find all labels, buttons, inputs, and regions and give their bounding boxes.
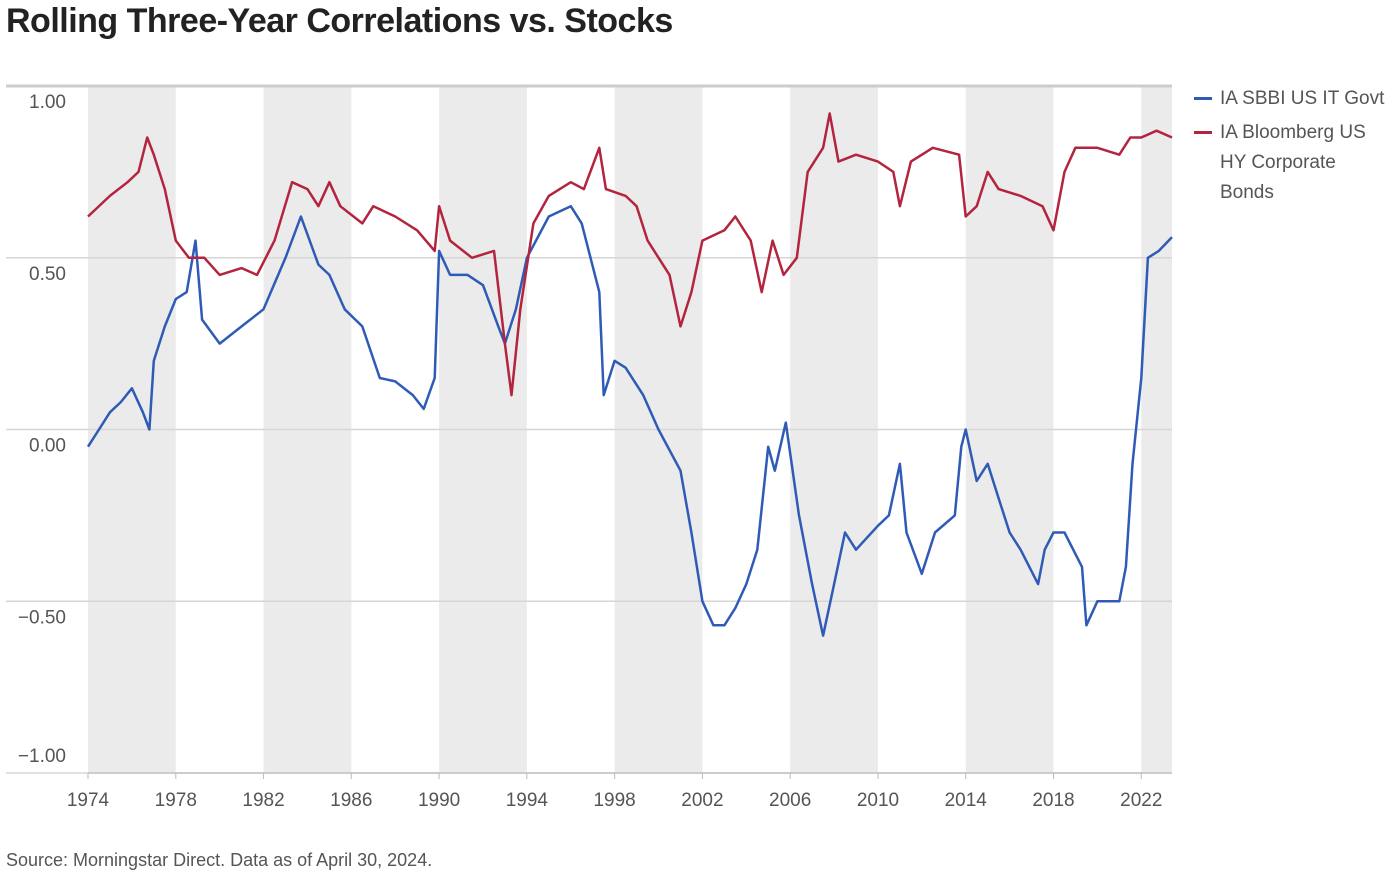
legend-swatch <box>1194 131 1212 134</box>
x-tick-label: 2022 <box>1120 790 1162 811</box>
x-tick-label: 2006 <box>769 790 811 811</box>
x-tick-label: 1998 <box>593 790 635 811</box>
x-tick-label: 1990 <box>418 790 460 811</box>
y-tick-label: −1.00 <box>18 746 66 767</box>
legend-label: IA SBBI US IT Govt <box>1220 88 1385 109</box>
source-note: Source: Morningstar Direct. Data as of A… <box>6 850 433 870</box>
x-tick-label: 2010 <box>857 790 899 811</box>
legend-item: IA Bloomberg US HY Corporate Bonds <box>1194 118 1390 208</box>
x-tick-label: 1974 <box>67 790 110 811</box>
series-line <box>86 204 1173 637</box>
y-tick-label: 0.50 <box>29 264 66 285</box>
x-tick-label: 1982 <box>242 790 284 811</box>
x-tick-label: 1986 <box>330 790 372 811</box>
legend-label: IA Bloomberg US HY Corporate Bonds <box>1220 122 1366 203</box>
x-tick-label: 2002 <box>681 790 723 811</box>
y-tick-label: 1.00 <box>29 92 66 113</box>
y-tick-label: 0.00 <box>29 436 66 457</box>
chart-title: Rolling Three-Year Correlations vs. Stoc… <box>6 2 673 40</box>
y-tick-label: −0.50 <box>18 607 66 628</box>
legend: IA SBBI US IT Govt IA Bloomberg US HY Cor… <box>1194 84 1390 212</box>
x-tick-label: 1978 <box>155 790 197 811</box>
legend-swatch <box>1194 97 1212 100</box>
legend-item: IA SBBI US IT Govt <box>1194 84 1390 114</box>
series-line <box>87 112 1173 397</box>
x-tick-label: 2018 <box>1032 790 1074 811</box>
x-tick-label: 2014 <box>945 790 988 811</box>
x-tick-label: 1994 <box>506 790 549 811</box>
